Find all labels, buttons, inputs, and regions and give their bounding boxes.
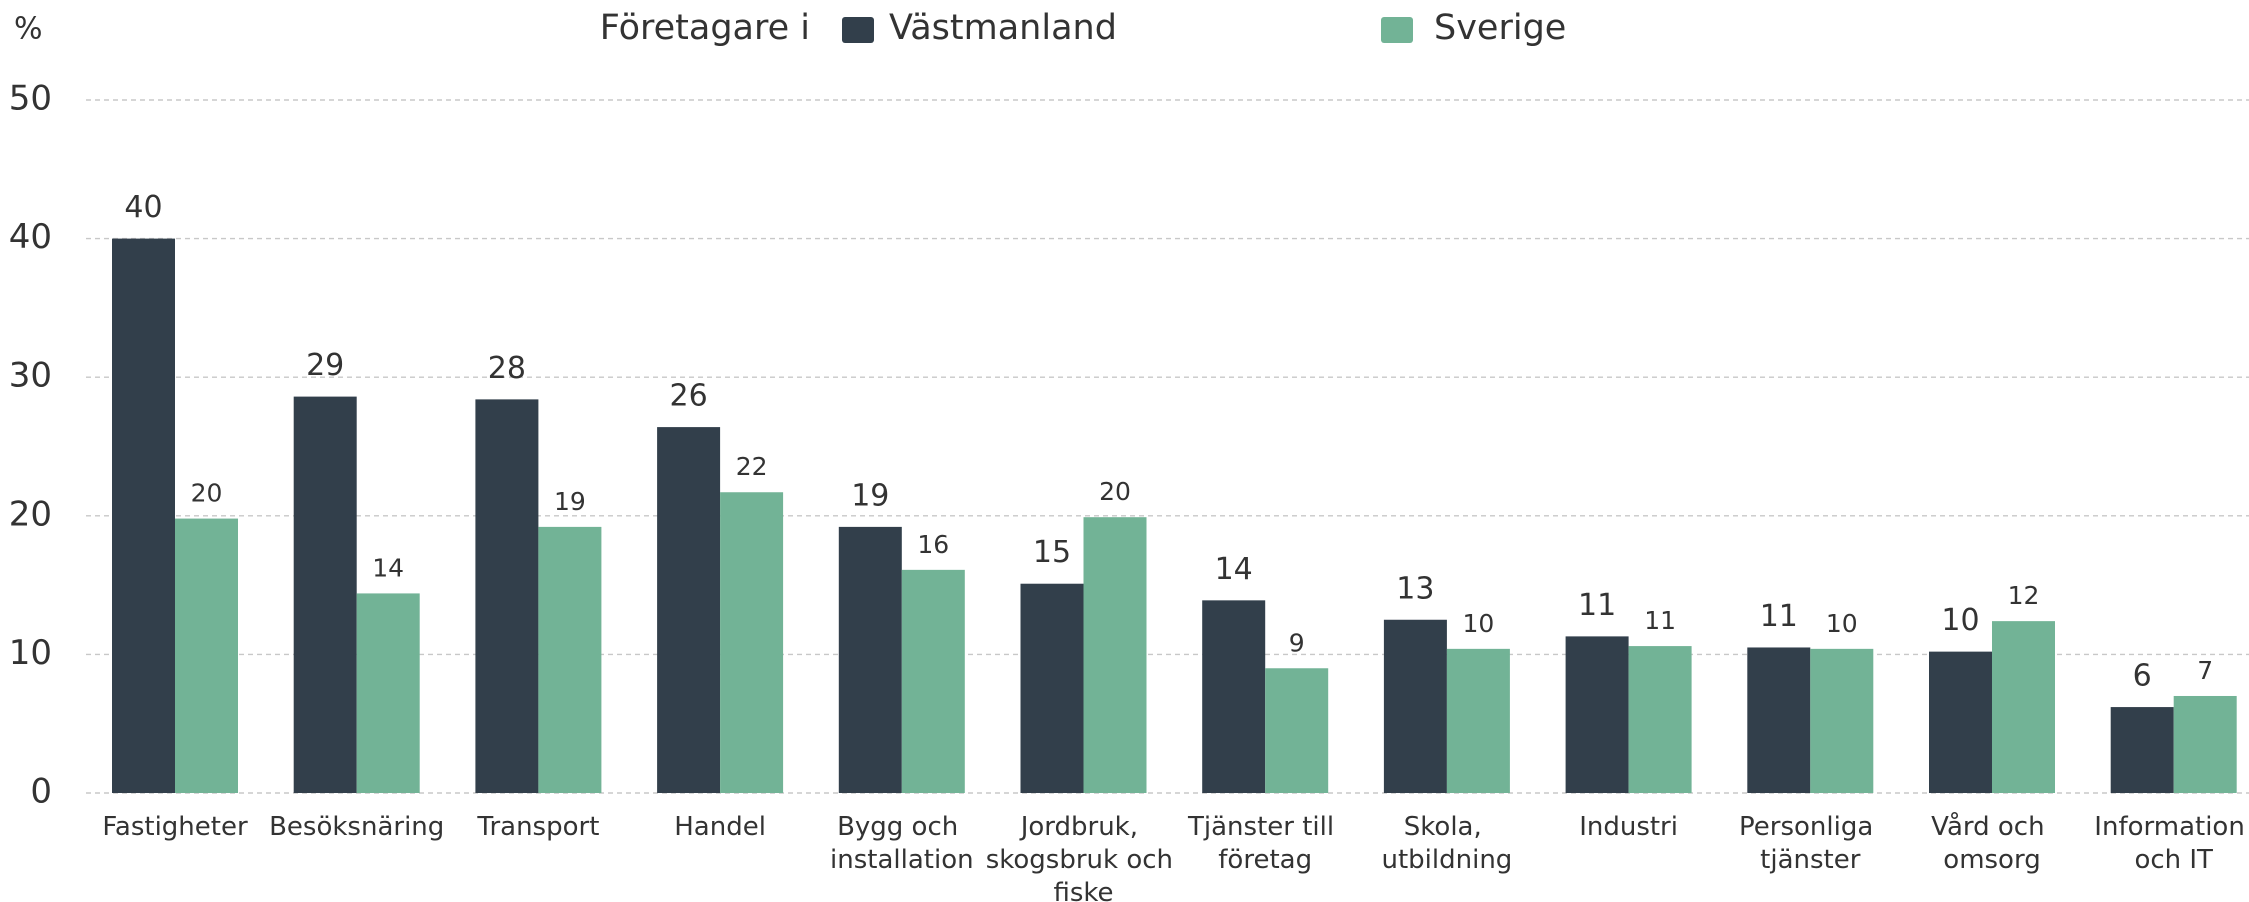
bar: [475, 399, 539, 793]
value-label: 40: [124, 190, 162, 225]
value-label: 10: [1941, 603, 1979, 638]
value-label: 19: [554, 487, 586, 516]
x-tick-label: Bygg och installation: [830, 812, 974, 875]
bar: [901, 569, 965, 793]
y-tick-label: 20: [9, 494, 52, 534]
value-label: 14: [372, 553, 404, 582]
bar: [720, 492, 784, 793]
legend-label: Sverige: [1434, 8, 1566, 48]
legend-swatch: [842, 17, 874, 43]
bar: [1628, 646, 1692, 793]
bar: [1810, 648, 1874, 793]
bar: [538, 526, 602, 793]
value-label: 11: [1578, 588, 1616, 623]
legend-title: Företagare i: [600, 8, 810, 48]
y-tick-label: 30: [9, 356, 52, 396]
legend-label: Västmanland: [889, 8, 1117, 48]
bar: [1020, 583, 1084, 793]
x-tick-label: Transport: [476, 812, 599, 842]
bar: [1202, 600, 1266, 793]
value-label: 22: [736, 452, 768, 481]
value-label: 15: [1033, 535, 1071, 570]
value-label: 11: [1644, 606, 1676, 635]
x-tick-label: Information och IT: [2094, 812, 2249, 875]
y-tick-label: 40: [9, 217, 52, 257]
y-axis-label: %: [14, 12, 43, 47]
y-tick-label: 50: [9, 79, 52, 119]
value-label: 20: [191, 479, 223, 508]
value-label: 9: [1289, 628, 1305, 657]
bar: [293, 396, 357, 793]
value-label: 10: [1826, 609, 1858, 638]
bar: [1446, 648, 1510, 793]
value-label: 26: [670, 379, 708, 414]
y-tick-label: 0: [30, 772, 52, 812]
x-tick-label: Tjänster till företag: [1187, 812, 1342, 875]
value-label: 16: [917, 530, 949, 559]
x-tick-label: Handel: [674, 812, 766, 842]
x-tick-label: Besöksnäring: [269, 812, 444, 842]
bar: [2173, 695, 2237, 793]
bar: [2110, 707, 2174, 793]
bar: [356, 593, 420, 793]
bar: [1265, 668, 1329, 793]
value-label: 20: [1099, 477, 1131, 506]
bar: [657, 427, 721, 793]
legend-swatch: [1381, 17, 1413, 43]
value-label: 11: [1760, 599, 1798, 634]
value-label: 6: [2133, 659, 2152, 694]
x-tick-label: Industri: [1579, 812, 1678, 842]
y-tick-label: 10: [9, 633, 52, 673]
x-tick-label: Jordbruk, skogsbruk och fiske: [986, 812, 1182, 902]
value-label: 13: [1396, 571, 1434, 606]
bar: [1929, 651, 1992, 793]
bar: [1565, 636, 1629, 793]
value-label: 10: [1462, 609, 1494, 638]
x-tick-label: Personliga tjänster: [1739, 812, 1882, 875]
value-label: 29: [306, 348, 344, 383]
x-tick-label: Skola, utbildning: [1381, 812, 1512, 875]
bar: [1747, 647, 1811, 793]
bar: [112, 238, 175, 794]
bar: [1992, 621, 2055, 793]
value-label: 7: [2197, 656, 2213, 685]
x-tick-label: Vård och omsorg: [1931, 811, 2053, 875]
value-label: 28: [488, 351, 526, 386]
bar: [838, 526, 902, 793]
bar: [1083, 517, 1147, 793]
bar: [175, 518, 238, 793]
value-label: 14: [1215, 552, 1253, 587]
x-tick-label: Fastigheter: [102, 812, 248, 842]
value-label: 19: [851, 478, 889, 513]
bar: [1383, 619, 1447, 793]
value-label: 12: [2008, 581, 2040, 610]
